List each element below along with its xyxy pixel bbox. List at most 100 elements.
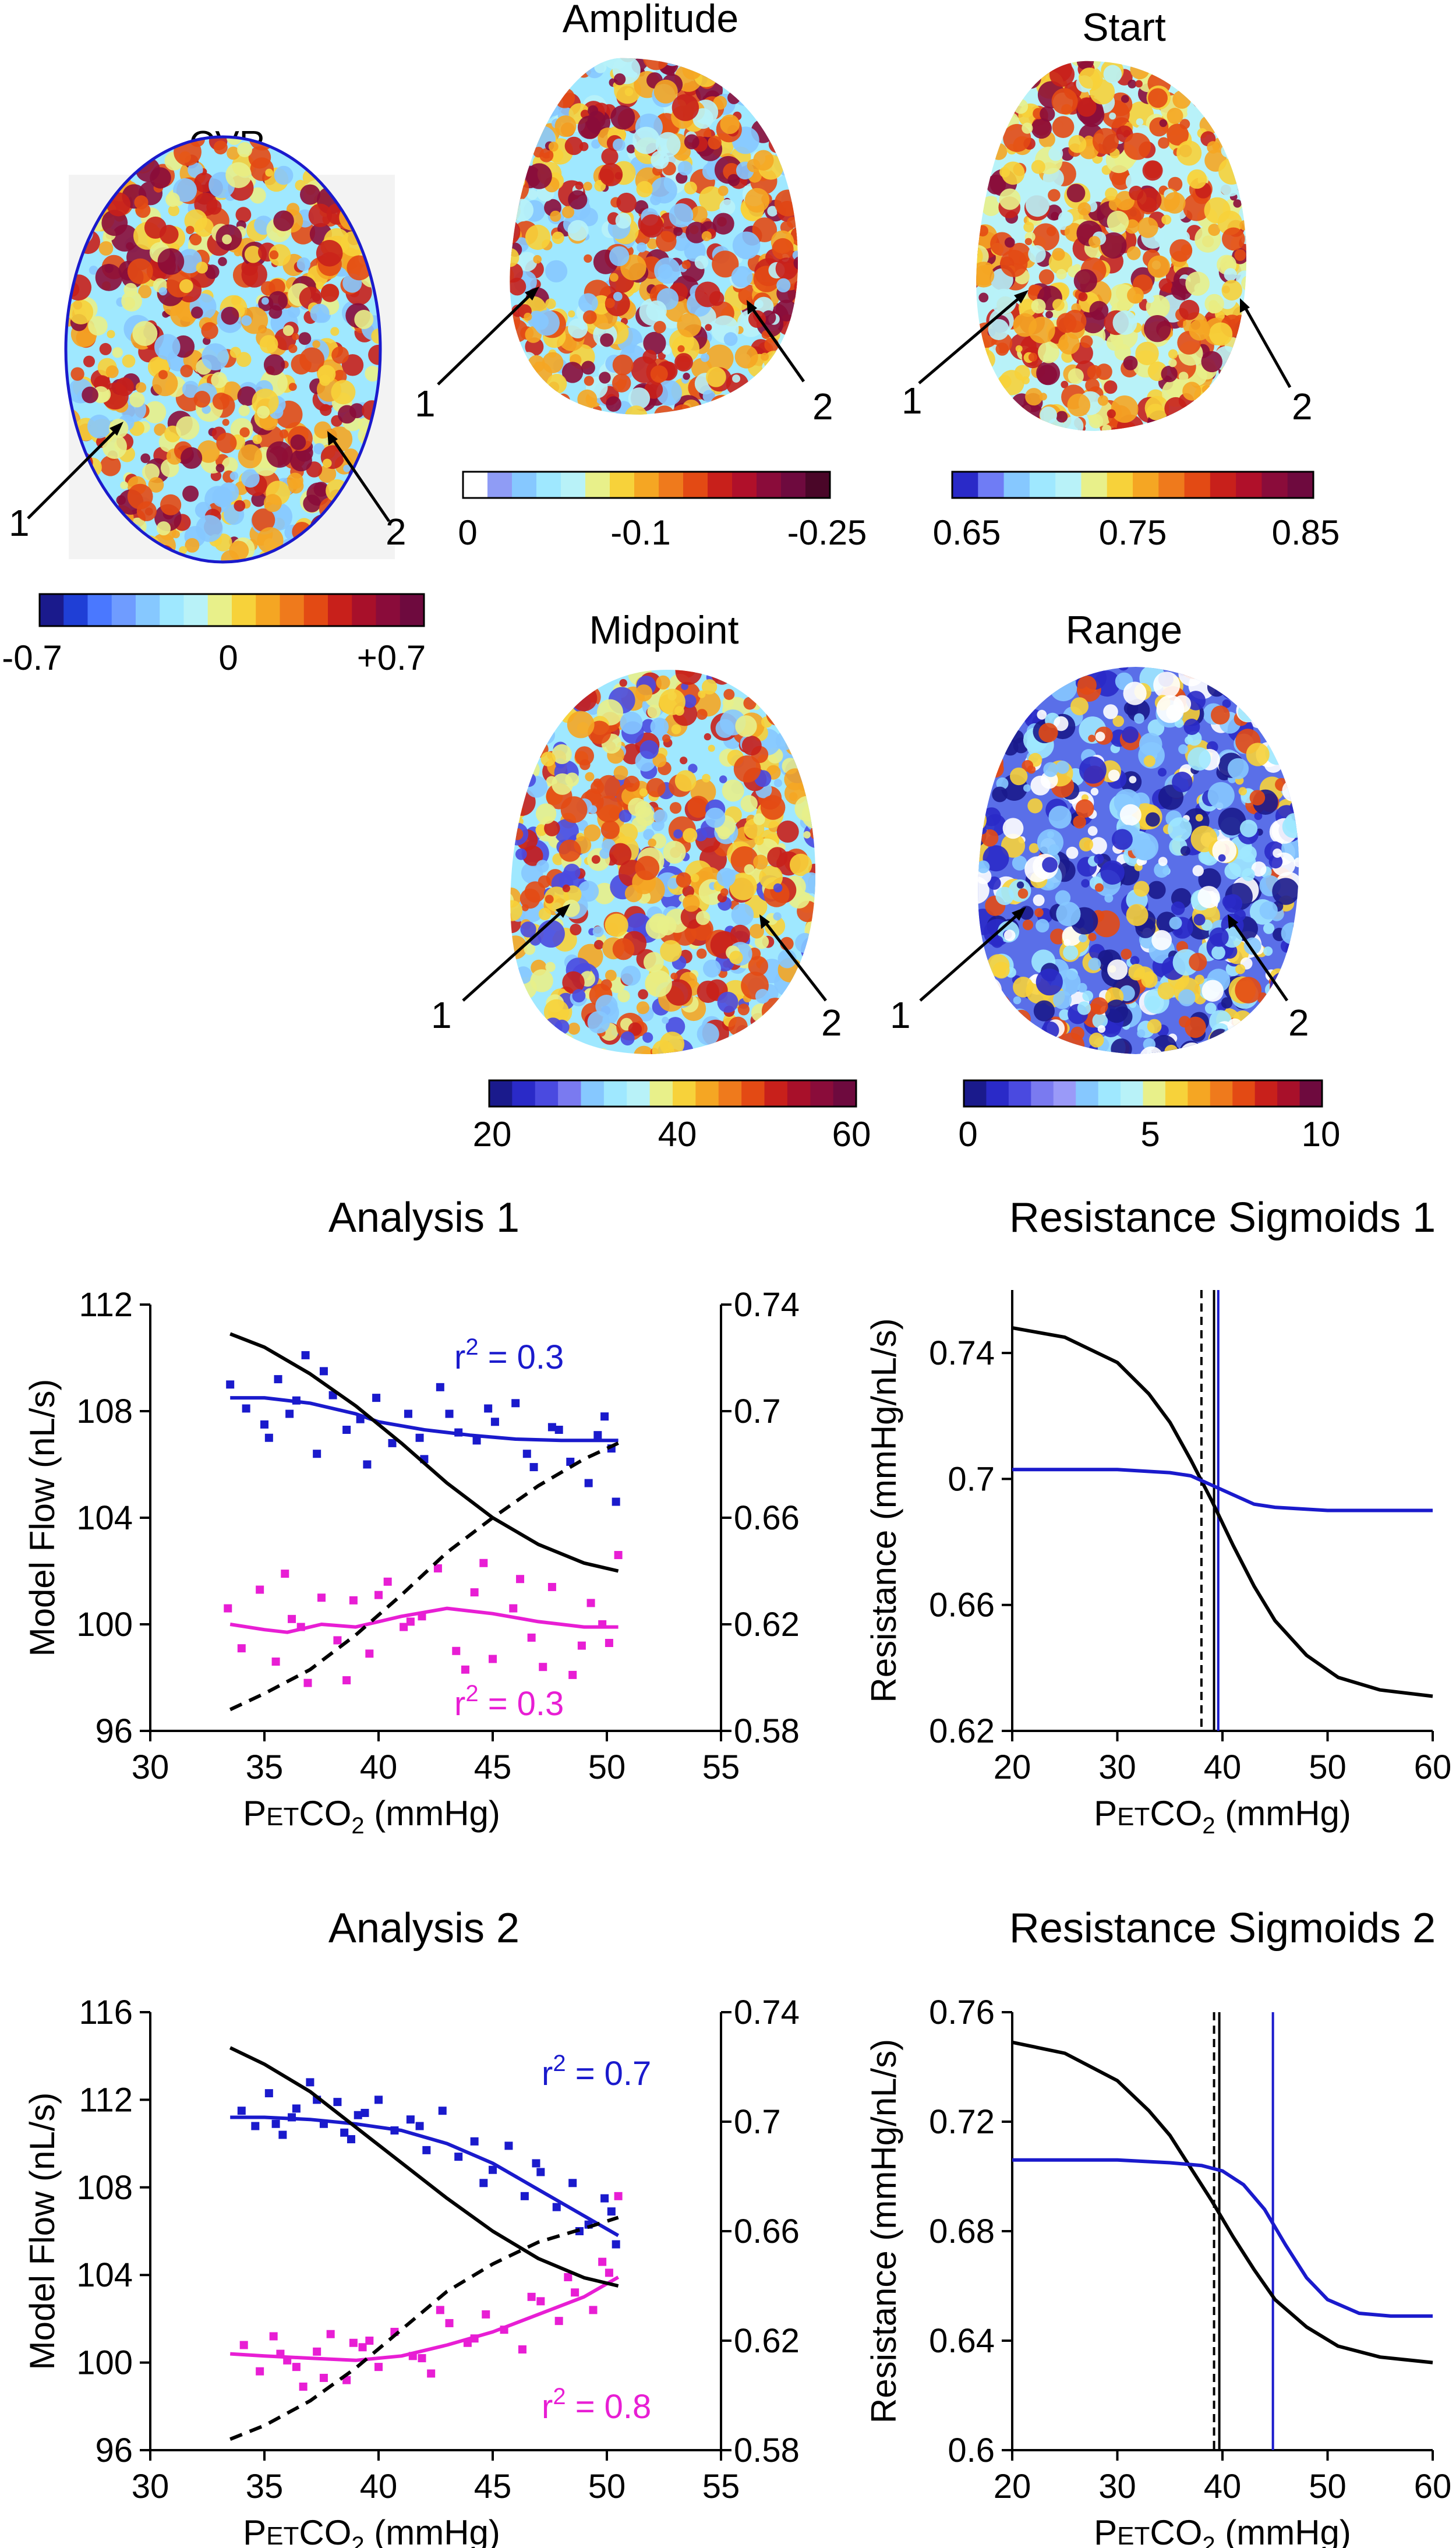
map-voxel xyxy=(1154,61,1162,66)
map-voxel xyxy=(125,137,150,158)
map-voxel xyxy=(981,987,998,1004)
map-voxel xyxy=(978,667,987,685)
map-voxel xyxy=(605,291,630,317)
map-voxel xyxy=(1147,881,1166,899)
arrow-head-icon xyxy=(327,431,338,446)
map-voxel xyxy=(1197,415,1210,427)
map-voxel xyxy=(1294,699,1299,718)
map-voxel xyxy=(1095,363,1112,380)
colorbar-swatch xyxy=(1232,1080,1256,1107)
map-voxel xyxy=(144,401,167,424)
map-voxel xyxy=(1276,667,1292,681)
scatter-point xyxy=(593,1431,602,1440)
colorbar-swatch xyxy=(634,472,659,498)
map-voxel xyxy=(990,405,1017,432)
map-voxel xyxy=(182,380,200,398)
map-voxel xyxy=(179,546,188,554)
map-voxel xyxy=(559,1036,570,1047)
map-voxel xyxy=(978,977,1002,1004)
map-voxel xyxy=(978,292,989,303)
map-voxel xyxy=(81,137,104,153)
colorbar-swatch xyxy=(1133,472,1159,498)
map-voxel xyxy=(784,404,792,412)
map-voxel xyxy=(1209,1029,1231,1051)
pointer-label-1: 1 xyxy=(431,994,452,1036)
map-voxel xyxy=(533,387,547,401)
map-voxel xyxy=(1238,702,1257,722)
map-voxel xyxy=(708,744,715,752)
map-voxel xyxy=(362,149,373,160)
map-voxel xyxy=(521,66,531,76)
map-voxel xyxy=(532,670,556,690)
map-voxel xyxy=(653,809,668,824)
map-voxel xyxy=(612,938,635,960)
map-voxel xyxy=(222,419,229,426)
y2-tick-label: 0.62 xyxy=(734,2322,800,2360)
map-voxel xyxy=(982,807,1001,826)
map-voxel xyxy=(741,1038,759,1054)
map-voxel xyxy=(1208,224,1221,236)
arrow-head-icon xyxy=(109,422,123,436)
map-voxel xyxy=(1154,862,1169,878)
map-voxel xyxy=(639,740,659,759)
map-title: Amplitude xyxy=(563,0,738,41)
map-voxel xyxy=(202,343,229,370)
scatter-point xyxy=(482,2310,490,2319)
scatter-point xyxy=(586,1599,595,1607)
map-voxel xyxy=(252,508,275,532)
map-voxel xyxy=(310,303,330,323)
map-voxel xyxy=(1254,676,1281,703)
map-voxel xyxy=(784,690,800,705)
map-voxel xyxy=(771,126,787,143)
map-voxel xyxy=(583,182,592,191)
map-voxel xyxy=(536,711,547,723)
colorbar-swatch xyxy=(986,1080,1009,1107)
y2-tick-label: 0.62 xyxy=(734,1606,800,1644)
map-voxel xyxy=(1013,98,1029,114)
y-axis-label: Resistance (mmHg/nL/s) xyxy=(864,1318,903,1702)
map-voxel xyxy=(1022,122,1033,134)
scatter-point xyxy=(589,2306,598,2314)
map-voxel xyxy=(725,670,733,678)
map-voxel xyxy=(784,1019,794,1029)
map-voxel xyxy=(1027,798,1043,814)
map-voxel xyxy=(979,63,991,76)
colorbar-swatch xyxy=(280,594,305,626)
map-voxel xyxy=(619,678,627,687)
map-voxel xyxy=(510,68,526,85)
colorbar xyxy=(951,471,1314,499)
map-title: Range xyxy=(1066,608,1182,652)
scatter-point xyxy=(554,1426,563,1434)
colorbar-swatch xyxy=(964,1080,987,1107)
map-voxel xyxy=(1294,796,1299,807)
map-voxel xyxy=(809,684,815,692)
map-voxel xyxy=(298,332,312,345)
x-axis-label-part: ET xyxy=(1117,2522,1150,2548)
map-voxel xyxy=(771,105,782,116)
map-voxel xyxy=(1146,295,1154,303)
colorbar-swatch xyxy=(787,1080,811,1107)
map-voxel xyxy=(544,886,570,912)
map-voxel xyxy=(666,1017,685,1037)
colorbar-swatch xyxy=(489,1080,513,1107)
map-voxel xyxy=(83,355,95,367)
map-voxel xyxy=(575,181,584,190)
map-voxel xyxy=(1019,1044,1028,1053)
map-voxel xyxy=(684,134,699,150)
map-voxel xyxy=(545,962,556,973)
pointer-label-1: 1 xyxy=(890,994,911,1036)
map-voxel xyxy=(683,828,698,843)
map-voxel xyxy=(648,838,656,847)
map-voxel xyxy=(609,246,630,266)
map-voxel xyxy=(1195,814,1203,822)
map-voxel xyxy=(617,989,630,1003)
map-voxel xyxy=(771,698,779,706)
map-voxel xyxy=(1077,202,1091,215)
map-voxel xyxy=(976,90,990,111)
map-voxel xyxy=(510,349,528,376)
map-voxel xyxy=(1237,372,1246,385)
map-voxel xyxy=(642,1032,653,1043)
colorbar-swatch xyxy=(1143,1080,1166,1107)
map-voxel xyxy=(581,361,595,375)
map-voxel xyxy=(1204,1002,1217,1015)
